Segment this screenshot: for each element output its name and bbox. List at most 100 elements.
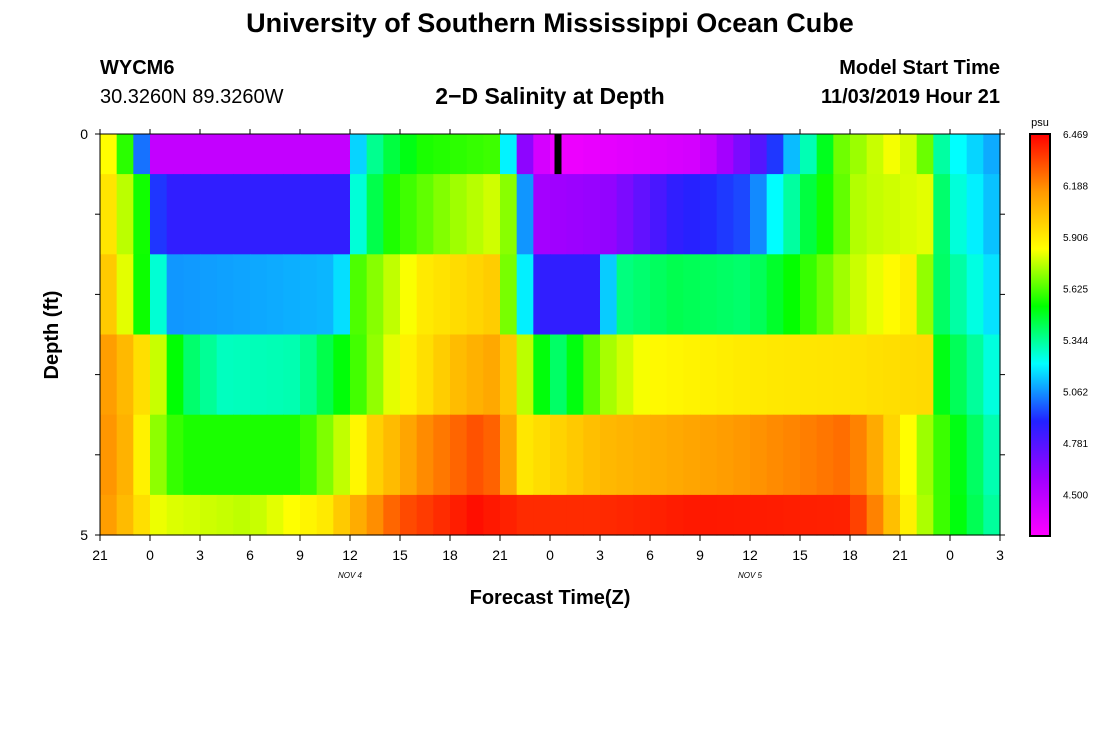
heatmap-cell (866, 334, 884, 416)
heatmap-cell (750, 254, 768, 336)
heatmap-cell (516, 174, 534, 255)
heatmap-cell (616, 174, 634, 255)
heatmap-cell (933, 334, 951, 416)
heatmap-cell (200, 134, 218, 175)
heatmap-cell (300, 134, 318, 175)
heatmap-cell (100, 174, 118, 255)
heatmap-cell (966, 134, 984, 175)
heatmap-cell (150, 174, 168, 255)
heatmap-cell (566, 174, 584, 255)
heatmap-cell (233, 414, 251, 496)
heatmap-cell (116, 134, 134, 175)
heatmap-cell (350, 254, 368, 336)
heatmap-cell (200, 254, 218, 336)
heatmap-cell (550, 334, 568, 416)
colorbar-tick-label: 4.500 (1063, 491, 1088, 502)
colorbar-unit: psu (1031, 117, 1049, 129)
heatmap-cell (400, 414, 418, 496)
heatmap-cell (900, 254, 918, 336)
colorbar-tick-label: 6.469 (1063, 130, 1088, 141)
heatmap-cell (666, 134, 684, 175)
x-tick-label: 15 (792, 547, 808, 563)
heatmap-cell (166, 334, 184, 416)
heatmap-cell (883, 174, 901, 255)
heatmap-cell (683, 414, 701, 496)
heatmap-cell (850, 174, 868, 255)
heatmap-cell (300, 334, 318, 416)
heatmap-cell (833, 414, 851, 496)
heatmap-cell (583, 174, 601, 255)
heatmap-cell (166, 254, 184, 336)
heatmap-cell (533, 334, 551, 416)
heatmap-cell (450, 494, 468, 536)
heatmap-cell (633, 494, 651, 536)
heatmap-cell (883, 414, 901, 496)
heatmap-cell (216, 334, 234, 416)
heatmap-cell (533, 414, 551, 496)
heatmap-cell (166, 494, 184, 536)
heatmap-cell (733, 334, 751, 416)
current-time-marker (554, 134, 562, 175)
heatmap-cell (666, 174, 684, 255)
heatmap-cell (100, 134, 118, 175)
heatmap-cell (116, 334, 134, 416)
heatmap-cell (400, 174, 418, 255)
heatmap-cell (583, 254, 601, 336)
heatmap-cell (250, 254, 268, 336)
heatmap-cell (450, 134, 468, 175)
heatmap-cell (416, 414, 434, 496)
heatmap-cell (916, 334, 934, 416)
heatmap-cell (650, 494, 668, 536)
heatmap-cell (966, 334, 984, 416)
heatmap-cell (566, 134, 584, 175)
heatmap-cell (916, 174, 934, 255)
heatmap-cell (700, 254, 718, 336)
colorbar-gradient (1029, 133, 1051, 537)
heatmap-cell (100, 414, 118, 496)
heatmap-cell (316, 334, 334, 416)
heatmap-cell (600, 254, 618, 336)
x-tick-label: 12 (342, 547, 358, 563)
heatmap-cell (350, 494, 368, 536)
heatmap-cell (416, 134, 434, 175)
heatmap-cell (200, 494, 218, 536)
heatmap-cell (166, 414, 184, 496)
heatmap-cell (716, 494, 734, 536)
heatmap-cell (333, 334, 351, 416)
heatmap-cell (500, 494, 518, 536)
heatmap-cell (550, 494, 568, 536)
heatmap-cell (500, 134, 518, 175)
heatmap-cell (883, 494, 901, 536)
heatmap-cell (700, 414, 718, 496)
heatmap-cell (700, 494, 718, 536)
heatmap-cell (133, 414, 151, 496)
heatmap-cell (950, 134, 968, 175)
heatmap-cell (383, 334, 401, 416)
heatmap-cell (933, 174, 951, 255)
heatmap-cell (816, 414, 834, 496)
heatmap-cell (300, 254, 318, 336)
heatmap-cell (683, 134, 701, 175)
heatmap-cell (750, 334, 768, 416)
heatmap-cell (816, 134, 834, 175)
heatmap-cell (633, 414, 651, 496)
heatmap-cell (266, 494, 284, 536)
heatmap-cell (850, 494, 868, 536)
heatmap-cell (566, 494, 584, 536)
heatmap-cell (600, 494, 618, 536)
heatmap-cell (300, 174, 318, 255)
heatmap-cell (300, 414, 318, 496)
heatmap-cell (716, 254, 734, 336)
heatmap-cell (800, 254, 818, 336)
heatmap-cell (800, 334, 818, 416)
heatmap-cell (533, 134, 551, 175)
heatmap-cell (350, 134, 368, 175)
x-tick-label: 6 (646, 547, 654, 563)
x-tick-label: 0 (546, 547, 554, 563)
heatmap-cell (316, 174, 334, 255)
heatmap-cell (966, 414, 984, 496)
heatmap-cell (833, 494, 851, 536)
heatmap-cell (116, 494, 134, 536)
heatmap-cell (933, 414, 951, 496)
